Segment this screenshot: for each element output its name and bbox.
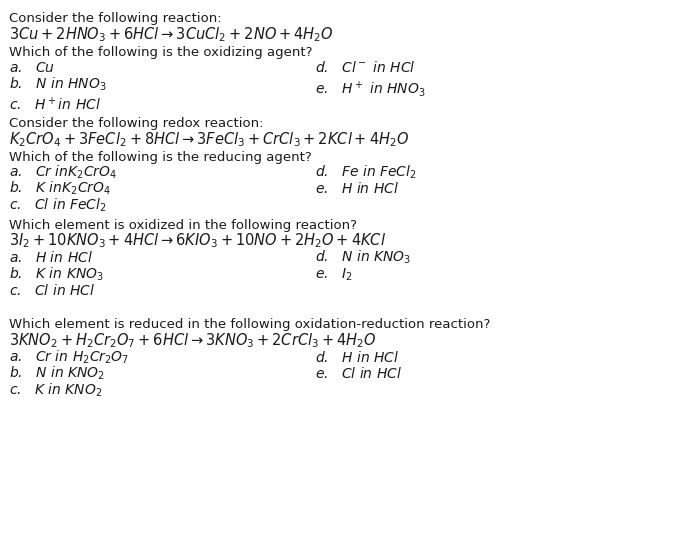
Text: c.   $Cl$ in $HCl$: c. $Cl$ in $HCl$ [9,283,95,298]
Text: a.   $H$ in $HCl$: a. $H$ in $HCl$ [9,250,93,265]
Text: e.   $H$ in $HCl$: e. $H$ in $HCl$ [315,181,399,196]
Text: d.   $Fe$ in $FeCl_2$: d. $Fe$ in $FeCl_2$ [315,164,416,181]
Text: $3Cu+2HNO_3+6HCl\rightarrow3CuCl_2+2NO+4H_2O$: $3Cu+2HNO_3+6HCl\rightarrow3CuCl_2+2NO+4… [9,25,334,44]
Text: Which element is oxidized in the following reaction?: Which element is oxidized in the followi… [9,219,357,231]
Text: e.   $I_2$: e. $I_2$ [315,266,353,283]
Text: $3KNO_2+H_2Cr_2O_7+6HCl\rightarrow3KNO_3+2CrCl_3+4H_2O$: $3KNO_2+H_2Cr_2O_7+6HCl\rightarrow3KNO_3… [9,331,377,350]
Text: $3I_2+10KNO_3+4HCl\rightarrow6KIO_3+10NO+2H_2O+4KCl$: $3I_2+10KNO_3+4HCl\rightarrow6KIO_3+10NO… [9,231,386,251]
Text: b.   $K$ in $KNO_3$: b. $K$ in $KNO_3$ [9,265,104,283]
Text: Which of the following is the reducing agent?: Which of the following is the reducing a… [9,151,312,164]
Text: Which element is reduced in the following oxidation-reduction reaction?: Which element is reduced in the followin… [9,318,491,331]
Text: e.   $H^+$ in $HNO_3$: e. $H^+$ in $HNO_3$ [315,79,426,99]
Text: a.   $Cr$ in$K_2CrO_4$: a. $Cr$ in$K_2CrO_4$ [9,164,118,181]
Text: d.   $H$ in $HCl$: d. $H$ in $HCl$ [315,350,399,364]
Text: d.   $Cl^-$ in $HCl$: d. $Cl^-$ in $HCl$ [315,60,416,75]
Text: b.   $K$ in$K_2CrO_4$: b. $K$ in$K_2CrO_4$ [9,180,111,197]
Text: e.   $Cl$ in $HCl$: e. $Cl$ in $HCl$ [315,366,402,381]
Text: c.   $H^+$in $HCl$: c. $H^+$in $HCl$ [9,96,101,113]
Text: b.   $N$ in $HNO_3$: b. $N$ in $HNO_3$ [9,75,106,93]
Text: d.   $N$ in $KNO_3$: d. $N$ in $KNO_3$ [315,249,411,266]
Text: a.   $Cr$ in $H_2Cr_2O_7$: a. $Cr$ in $H_2Cr_2O_7$ [9,348,130,366]
Text: b.   $N$ in $KNO_2$: b. $N$ in $KNO_2$ [9,365,105,382]
Text: Consider the following redox reaction:: Consider the following redox reaction: [9,117,264,130]
Text: c.   $Cl$ in $FeCl_2$: c. $Cl$ in $FeCl_2$ [9,196,106,214]
Text: Consider the following reaction:: Consider the following reaction: [9,12,222,25]
Text: $K_2CrO_4+3FeCl_2+8HCl\rightarrow3FeCl_3+CrCl_3+2KCl+4H_2O$: $K_2CrO_4+3FeCl_2+8HCl\rightarrow3FeCl_3… [9,130,410,149]
Text: a.   $Cu$: a. $Cu$ [9,61,55,75]
Text: c.   $K$ in $KNO_2$: c. $K$ in $KNO_2$ [9,381,103,399]
Text: Which of the following is the oxidizing agent?: Which of the following is the oxidizing … [9,46,313,59]
